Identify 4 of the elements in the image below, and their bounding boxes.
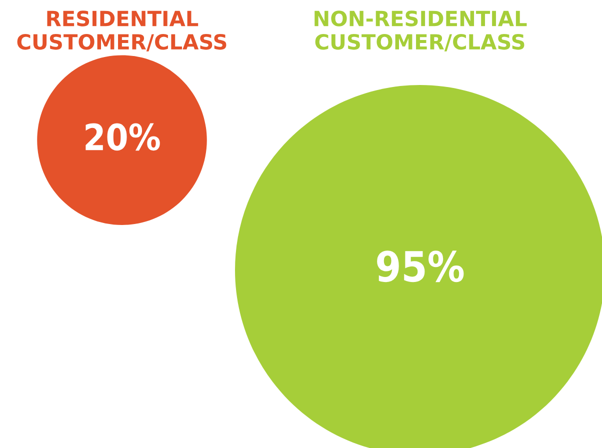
data-label: 20%	[86, 123, 160, 151]
data-label: 95%	[377, 250, 464, 282]
category-label: NON-RESIDENTIAL CUSTOMER/CLASS	[314, 10, 527, 52]
category-label: RESIDENTIAL CUSTOMER/CLASS	[17, 10, 226, 52]
